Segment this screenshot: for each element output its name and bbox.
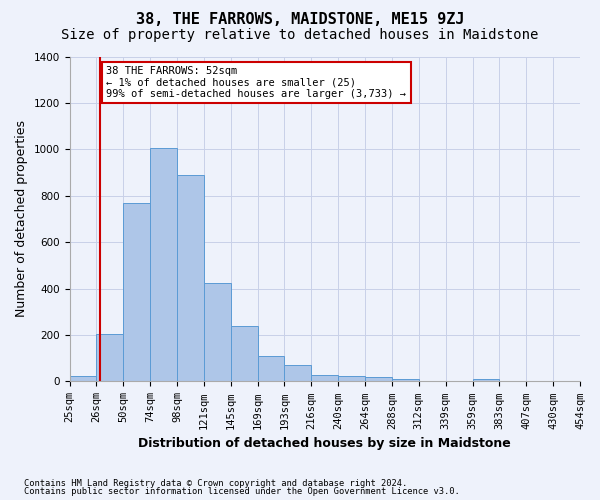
Bar <box>231 326 257 382</box>
Bar <box>97 334 123 382</box>
Y-axis label: Number of detached properties: Number of detached properties <box>15 120 28 318</box>
Text: Size of property relative to detached houses in Maidstone: Size of property relative to detached ho… <box>61 28 539 42</box>
Text: Contains HM Land Registry data © Crown copyright and database right 2024.: Contains HM Land Registry data © Crown c… <box>24 478 407 488</box>
Bar <box>392 379 419 382</box>
Text: Contains public sector information licensed under the Open Government Licence v3: Contains public sector information licen… <box>24 487 460 496</box>
Text: 38, THE FARROWS, MAIDSTONE, ME15 9ZJ: 38, THE FARROWS, MAIDSTONE, ME15 9ZJ <box>136 12 464 28</box>
Bar <box>70 376 97 382</box>
Text: 38 THE FARROWS: 52sqm
← 1% of detached houses are smaller (25)
99% of semi-detac: 38 THE FARROWS: 52sqm ← 1% of detached h… <box>106 66 406 99</box>
Bar <box>284 365 311 382</box>
Bar <box>473 378 499 382</box>
Bar <box>123 202 150 382</box>
Bar <box>204 283 231 382</box>
X-axis label: Distribution of detached houses by size in Maidstone: Distribution of detached houses by size … <box>139 437 511 450</box>
Bar <box>150 148 177 382</box>
Bar <box>177 175 204 382</box>
Bar <box>365 378 392 382</box>
Bar <box>311 375 338 382</box>
Bar <box>338 376 365 382</box>
Bar <box>257 356 284 382</box>
